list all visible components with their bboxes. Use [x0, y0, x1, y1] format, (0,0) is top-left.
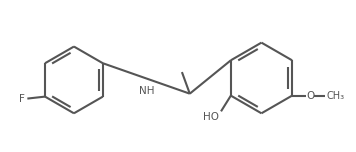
- Text: F: F: [19, 94, 25, 104]
- Text: NH: NH: [138, 86, 154, 96]
- Text: O: O: [307, 91, 315, 101]
- Text: CH₃: CH₃: [326, 91, 345, 101]
- Text: HO: HO: [203, 112, 219, 122]
